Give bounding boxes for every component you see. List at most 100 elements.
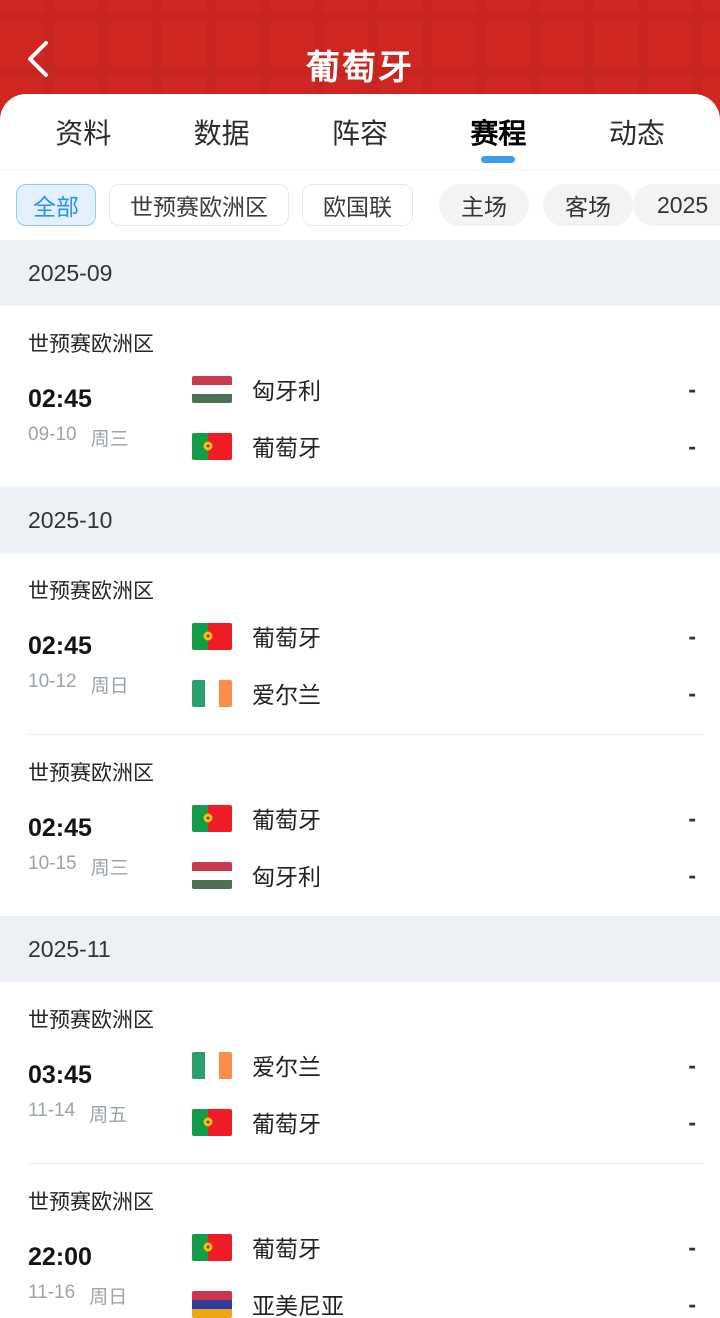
match-row[interactable]: 03:45 11-14 周五 爱尔兰 - 葡萄牙 - [28,1050,720,1137]
hungary-flag-icon [192,861,232,889]
match-weekday: 周三 [90,428,129,450]
tab-news[interactable]: 动态 [608,117,665,149]
filter-chip-nations-league[interactable]: 欧国联 [302,184,413,226]
away-team-name: 亚美尼亚 [252,1293,344,1318]
match-weekday: 周三 [90,857,129,879]
away-team-name: 匈牙利 [252,864,321,890]
home-team-name: 爱尔兰 [252,1054,321,1080]
portugal-flag-icon [192,622,232,650]
portugal-flag-icon [192,432,232,460]
home-team-row: 葡萄牙 - [192,621,720,651]
away-team-row: 爱尔兰 - [192,678,720,708]
home-team-name: 葡萄牙 [252,807,321,833]
away-team-score: - [688,679,696,706]
back-button[interactable] [14,36,62,84]
match-card: 世预赛欧洲区 02:45 10-15 周三 葡萄牙 - 匈牙利 - [0,735,720,916]
page-title: 葡萄牙 [306,49,414,87]
filter-chip-home[interactable]: 主场 [439,184,529,226]
tab-stats[interactable]: 数据 [193,117,250,149]
portugal-flag-icon [192,1108,232,1136]
filter-chip-wcq-europe[interactable]: 世预赛欧洲区 [109,184,289,226]
filter-bar: 全部 世预赛欧洲区 欧国联 主场 客场 2025 [0,170,720,240]
match-time-block: 22:00 11-16 周日 [28,1232,192,1318]
away-team-name: 爱尔兰 [252,682,321,708]
month-label: 2025-10 [28,506,113,533]
competition-label: 世预赛欧洲区 [28,580,154,603]
kickoff-time: 22:00 [28,1242,92,1271]
teams-block: 葡萄牙 - 亚美尼亚 - [192,1232,720,1318]
ireland-flag-icon [192,679,232,707]
content-sheet: 资料 数据 阵容 赛程 动态 全部 世预赛欧洲区 欧国联 主场 客场 2025 2025-09 世预… [0,94,720,1318]
match-date-value: 10-12 [28,670,77,692]
match-date: 11-16 周日 [28,1282,192,1309]
match-row[interactable]: 02:45 09-10 周三 匈牙利 - 葡萄牙 - [28,374,720,461]
match-date-value: 11-14 [28,1099,76,1121]
teams-block: 葡萄牙 - 匈牙利 - [192,803,720,890]
home-team-row: 葡萄牙 - [192,803,720,833]
match-row[interactable]: 22:00 11-16 周日 葡萄牙 - 亚美尼亚 - [28,1232,720,1318]
home-team-score: - [688,622,696,649]
match-date-value: 11-16 [28,1281,76,1303]
teams-block: 匈牙利 - 葡萄牙 - [192,374,720,461]
match-date: 09-10 周三 [28,424,192,451]
match-time-block: 02:45 09-10 周三 [28,374,192,461]
competition-label: 世预赛欧洲区 [28,762,154,785]
kickoff-time: 02:45 [28,813,92,842]
match-card: 世预赛欧洲区 03:45 11-14 周五 爱尔兰 - 葡萄牙 - [0,982,720,1163]
match-row[interactable]: 02:45 10-15 周三 葡萄牙 - 匈牙利 - [28,803,720,890]
home-team-score: - [688,1233,696,1260]
home-team-score: - [688,1051,696,1078]
portugal-flag-icon [192,804,232,832]
away-team-score: - [688,861,696,888]
match-card: 世预赛欧洲区 02:45 09-10 周三 匈牙利 - 葡萄牙 - [0,306,720,487]
year-selector[interactable]: 2025 [633,184,720,226]
tab-bar: 资料 数据 阵容 赛程 动态 [0,94,720,170]
portugal-flag-icon [192,1233,232,1261]
match-date: 10-15 周三 [28,853,192,880]
hungary-flag-icon [192,375,232,403]
competition-label: 世预赛欧洲区 [28,333,154,356]
match-date: 10-12 周日 [28,671,192,698]
active-tab-underline [481,156,516,163]
teams-block: 葡萄牙 - 爱尔兰 - [192,621,720,708]
competition-label: 世预赛欧洲区 [28,1009,154,1032]
away-team-row: 葡萄牙 - [192,431,720,461]
month-label: 2025-09 [28,259,113,286]
away-team-score: - [688,432,696,459]
match-weekday: 周日 [90,675,129,697]
match-divider [28,1163,704,1164]
match-weekday: 周日 [89,1286,128,1308]
match-time-block: 02:45 10-12 周日 [28,621,192,708]
tab-schedule[interactable]: 赛程 [429,94,567,169]
match-time-block: 03:45 11-14 周五 [28,1050,192,1137]
kickoff-time: 02:45 [28,631,92,660]
match-row[interactable]: 02:45 10-12 周日 葡萄牙 - 爱尔兰 - [28,621,720,708]
year-selector-value: 2025 [657,191,709,218]
home-team-score: - [688,375,696,402]
tab-squad[interactable]: 阵容 [332,117,389,149]
match-card: 世预赛欧洲区 22:00 11-16 周日 葡萄牙 - 亚美尼亚 - [0,1164,720,1318]
home-team-score: - [688,804,696,831]
home-team-row: 葡萄牙 - [192,1232,720,1262]
away-team-row: 亚美尼亚 - [192,1289,720,1318]
home-team-row: 匈牙利 - [192,374,720,404]
chevron-left-icon [25,40,51,81]
home-team-name: 匈牙利 [252,378,321,404]
filter-chip-away[interactable]: 客场 [543,184,633,226]
teams-block: 爱尔兰 - 葡萄牙 - [192,1050,720,1137]
away-team-name: 葡萄牙 [252,1111,321,1137]
schedule-list: 2025-09 世预赛欧洲区 02:45 09-10 周三 匈牙利 - 葡萄牙 -2025-10… [0,240,720,1318]
match-date: 11-14 周五 [28,1100,192,1127]
month-section-header: 2025-09 [0,240,720,306]
match-date-value: 10-15 [28,852,77,874]
match-card: 世预赛欧洲区 02:45 10-12 周日 葡萄牙 - 爱尔兰 - [0,553,720,734]
match-divider [28,734,704,735]
filter-chip-all[interactable]: 全部 [16,184,96,226]
month-section-header: 2025-10 [0,487,720,553]
tab-profile[interactable]: 资料 [55,117,112,149]
kickoff-time: 02:45 [28,384,92,413]
month-section-header: 2025-11 [0,916,720,982]
away-team-name: 葡萄牙 [252,435,321,461]
match-date-value: 09-10 [28,423,77,445]
